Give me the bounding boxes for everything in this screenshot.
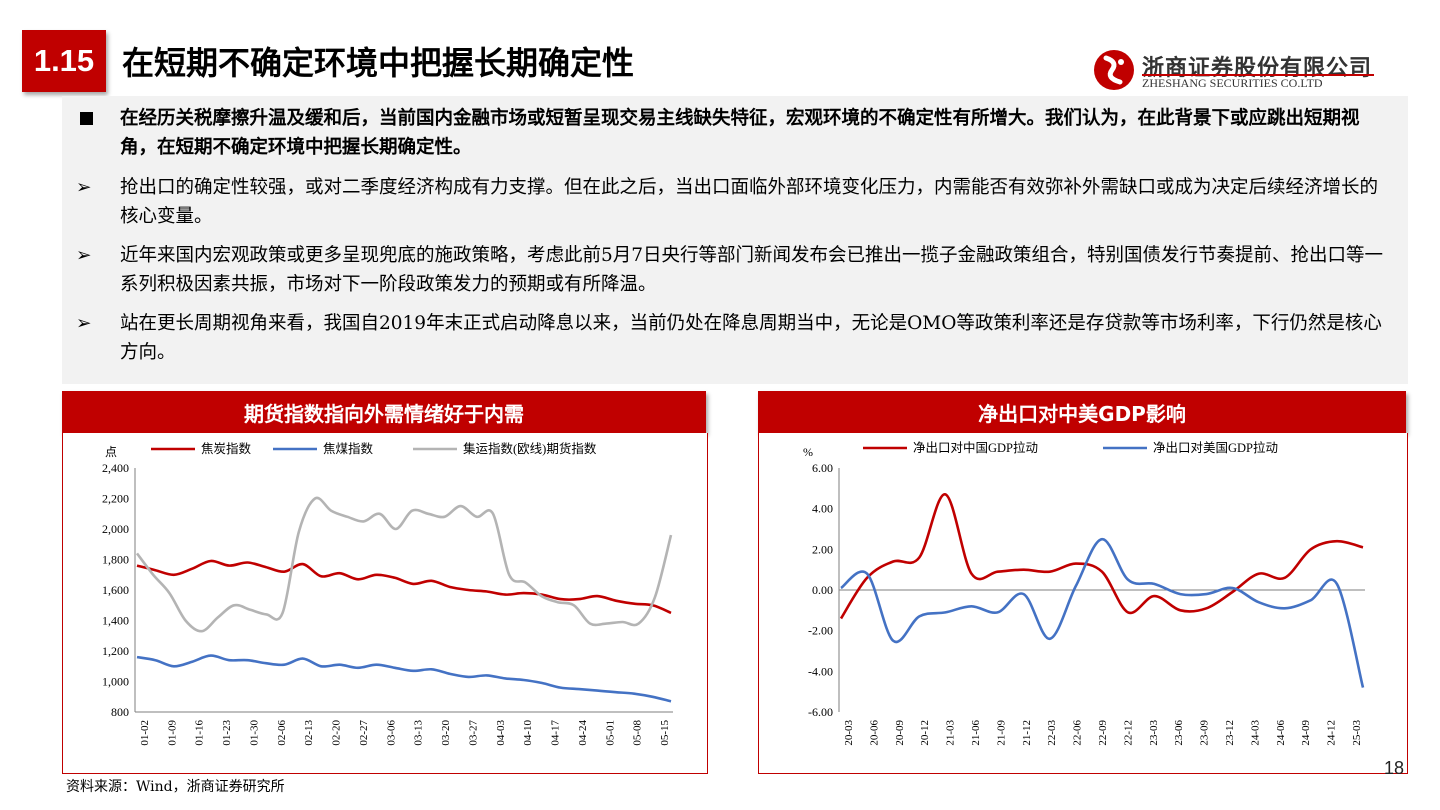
y-tick-label: 6.00 bbox=[812, 461, 833, 475]
y-axis-label: % bbox=[803, 445, 813, 459]
y-tick-label: 2.00 bbox=[812, 542, 833, 556]
x-tick-label: 02-27 bbox=[358, 720, 370, 746]
series-line-1 bbox=[136, 654, 672, 703]
x-tick-label: 03-20 bbox=[440, 720, 452, 746]
y-tick-label: 1,400 bbox=[102, 614, 129, 628]
bullet-item: 在经历关税摩擦升温及缓和后，当前国内金融市场或短暂呈现交易主线缺失特征，宏观环境… bbox=[76, 104, 1396, 162]
logo-emblem-icon bbox=[1094, 50, 1134, 90]
x-tick-label: 02-20 bbox=[331, 720, 343, 746]
x-tick-label: 01-02 bbox=[139, 720, 151, 746]
x-tick-label: 24-06 bbox=[1275, 720, 1287, 746]
x-tick-label: 03-13 bbox=[413, 720, 425, 746]
y-axis-label: 点 bbox=[105, 445, 117, 459]
bullet-item: ➢ 近年来国内宏观政策或更多呈现兜底的施政策略，考虑此前5月7日央行等部门新闻发… bbox=[76, 241, 1396, 299]
series-line-0 bbox=[839, 493, 1364, 620]
x-tick-label: 24-03 bbox=[1249, 720, 1261, 746]
series-line-1 bbox=[840, 537, 1365, 688]
x-tick-label: 01-09 bbox=[166, 720, 178, 746]
x-tick-label: 02-06 bbox=[276, 720, 288, 746]
bullet-text: 抢出口的确定性较强，或对二季度经济构成有力支撑。但在此之后，当出口面临外部环境变… bbox=[120, 177, 1379, 227]
bullet-text: 近年来国内宏观政策或更多呈现兜底的施政策略，考虑此前5月7日央行等部门新闻发布会… bbox=[120, 245, 1384, 295]
x-tick-label: 21-03 bbox=[945, 720, 957, 746]
bullet-arrow-icon: ➢ bbox=[76, 313, 92, 334]
bullet-square-icon bbox=[76, 104, 106, 134]
legend-entry: 集运指数(欧线)期货指数 bbox=[463, 441, 597, 456]
summary-box bbox=[62, 96, 1408, 384]
legend-entry: 净出口对美国GDP拉动 bbox=[1153, 440, 1278, 455]
page-title: 在短期不确定环境中把握长期确定性 bbox=[122, 44, 635, 82]
bullet-item: ➢ 抢出口的确定性较强，或对二季度经济构成有力支撑。但在此之后，当出口面临外部环… bbox=[76, 173, 1396, 231]
x-tick-label: 04-10 bbox=[522, 720, 534, 746]
x-tick-label: 05-15 bbox=[659, 720, 671, 746]
x-tick-label: 21-12 bbox=[1021, 720, 1033, 746]
x-tick-label: 04-17 bbox=[550, 720, 562, 746]
y-tick-label: 0.00 bbox=[812, 583, 833, 597]
x-tick-label: 03-06 bbox=[385, 720, 397, 746]
x-tick-label: 20-03 bbox=[843, 720, 855, 746]
y-tick-label: 800 bbox=[111, 705, 129, 719]
bullet-arrow-icon: ➢ bbox=[76, 245, 92, 266]
series-line-0 bbox=[136, 559, 672, 615]
y-tick-label: -2.00 bbox=[808, 624, 833, 638]
x-tick-label: 03-27 bbox=[467, 720, 479, 746]
chart-panel-left: 点 2,400 2,200 2,000 1,800 1,600 1,400 1,200 1,00… bbox=[62, 433, 708, 774]
x-tick-label: 04-03 bbox=[495, 720, 507, 746]
y-tick-label: 4.00 bbox=[812, 502, 833, 516]
bullet-text: 在经历关税摩擦升温及缓和后，当前国内金融市场或短暂呈现交易主线缺失特征，宏观环境… bbox=[120, 108, 1360, 158]
page-number: 18 bbox=[1384, 758, 1405, 778]
y-tick-label: -6.00 bbox=[808, 705, 833, 719]
futures-index-chart: 点 2,400 2,200 2,000 1,800 1,600 1,400 1,200 1,00… bbox=[102, 441, 673, 746]
section-number-badge: 1.15 bbox=[22, 30, 106, 92]
x-tick-label: 23-03 bbox=[1148, 720, 1160, 746]
legend-entry: 焦煤指数 bbox=[323, 441, 374, 456]
y-tick-label: 2,000 bbox=[102, 522, 129, 536]
chart-panel-right: % 6.00 4.00 2.00 0.00 -2.00 -4.00 -6.00 20-03 20-… bbox=[758, 433, 1408, 774]
x-tick-label: 01-23 bbox=[221, 720, 233, 746]
legend-entry: 焦炭指数 bbox=[201, 441, 252, 456]
x-tick-label: 22-03 bbox=[1046, 720, 1058, 746]
x-tick-label: 02-13 bbox=[303, 720, 315, 746]
x-tick-label: 21-06 bbox=[970, 720, 982, 746]
x-tick-label: 23-12 bbox=[1224, 720, 1236, 746]
y-tick-label: 1,600 bbox=[102, 583, 129, 597]
x-tick-label: 23-06 bbox=[1173, 720, 1185, 746]
logo-company-name-cn: 浙商证券股份有限公司 bbox=[1142, 56, 1373, 81]
x-tick-label: 05-01 bbox=[604, 720, 616, 746]
logo-company-name-en: ZHESHANG SECURITIES CO.LTD bbox=[1142, 76, 1323, 90]
y-tick-label: -4.00 bbox=[808, 664, 833, 678]
x-tick-label: 01-30 bbox=[249, 720, 261, 746]
x-tick-label: 23-09 bbox=[1199, 720, 1211, 746]
y-tick-label: 2,200 bbox=[102, 492, 129, 506]
x-tick-label: 04-24 bbox=[577, 720, 589, 746]
x-tick-label: 21-09 bbox=[995, 720, 1007, 746]
chart-panel-title-left: 期货指数指向外需情绪好于内需 bbox=[62, 391, 706, 433]
net-export-gdp-chart: % 6.00 4.00 2.00 0.00 -2.00 -4.00 -6.00 20-03 20-… bbox=[803, 440, 1365, 746]
x-tick-label: 20-06 bbox=[868, 720, 880, 746]
y-tick-label: 1,200 bbox=[102, 644, 129, 658]
source-note: 资料来源：Wind，浙商证券研究所 bbox=[66, 779, 285, 795]
x-tick-label: 20-09 bbox=[894, 720, 906, 746]
x-tick-label: 24-09 bbox=[1300, 720, 1312, 746]
x-tick-label: 22-12 bbox=[1122, 720, 1134, 746]
y-tick-label: 1,000 bbox=[102, 675, 129, 689]
series-line-2 bbox=[135, 496, 673, 633]
x-tick-label: 24-12 bbox=[1326, 720, 1338, 746]
legend-entry: 净出口对中国GDP拉动 bbox=[913, 440, 1038, 455]
bullet-text: 站在更长周期视角来看，我国自2019年末正式启动降息以来，当前仍处在降息周期当中… bbox=[120, 313, 1382, 363]
x-tick-label: 05-08 bbox=[632, 720, 644, 746]
x-tick-label: 25-03 bbox=[1351, 720, 1363, 746]
y-tick-label: 2,400 bbox=[102, 461, 129, 475]
company-logo: 浙商证券股份有限公司 ZHESHANG SECURITIES CO.LTD bbox=[1092, 46, 1382, 94]
x-tick-label: 01-16 bbox=[194, 720, 206, 746]
bullet-item: ➢ 站在更长周期视角来看，我国自2019年末正式启动降息以来，当前仍处在降息周期… bbox=[76, 309, 1396, 367]
x-tick-label: 22-06 bbox=[1072, 720, 1084, 746]
chart-panel-title-right: 净出口对中美GDP影响 bbox=[758, 391, 1406, 433]
bullet-arrow-icon: ➢ bbox=[76, 177, 92, 198]
y-tick-label: 1,800 bbox=[102, 553, 129, 567]
x-tick-label: 20-12 bbox=[919, 720, 931, 746]
x-tick-label: 22-09 bbox=[1097, 720, 1109, 746]
